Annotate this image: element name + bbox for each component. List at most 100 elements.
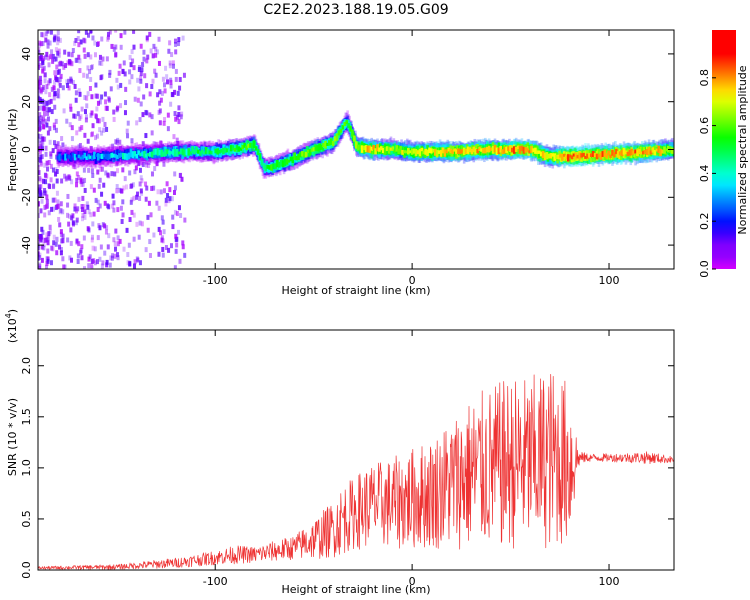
spectrogram-cell <box>45 51 49 57</box>
spectrogram-cell <box>38 170 41 176</box>
spectrogram-cell <box>162 188 166 194</box>
spectrogram-cell <box>45 203 49 209</box>
spectrogram-cell <box>54 171 58 177</box>
spectrogram-cell <box>41 139 45 145</box>
spectrogram-cell <box>549 153 553 159</box>
spectrogram-cell <box>49 260 53 266</box>
spectrogram-cell <box>464 148 468 155</box>
spectrogram-cell <box>77 196 81 202</box>
spectrogram-cell <box>96 118 100 124</box>
spectrogram-cell <box>202 151 206 155</box>
x-tick-label: -100 <box>203 575 228 588</box>
spectrogram-cell <box>115 139 119 145</box>
spectrogram-cell <box>178 85 182 91</box>
spectrogram-cell <box>98 256 102 262</box>
spectrogram-cell <box>69 240 73 246</box>
spectrogram-cell <box>335 133 339 141</box>
spectrogram-cell <box>83 94 87 100</box>
spectrogram-cell <box>301 150 304 157</box>
spectrogram-cell <box>78 91 82 97</box>
spectrogram-cell <box>360 145 364 153</box>
spectrogram-cell <box>455 149 458 154</box>
spectrogram-cell <box>136 257 140 263</box>
spectrogram-cell <box>251 143 254 149</box>
spectrogram-cell <box>38 137 42 143</box>
spectrogram-cell <box>83 53 87 59</box>
spectrogram-cell <box>38 239 40 245</box>
spectrogram-cell <box>76 206 80 212</box>
spectrogram-cell <box>530 146 533 153</box>
spectrogram-cell <box>224 147 227 153</box>
spectrogram-cell <box>56 155 60 160</box>
spectrogram-cell <box>399 146 402 154</box>
spectrogram-cell <box>80 106 84 112</box>
spectrogram-cell <box>126 120 130 126</box>
spectrogram-cell <box>61 209 65 215</box>
spectrogram-cell <box>113 253 117 259</box>
spectrogram-cell <box>177 37 181 43</box>
spectrogram-cell <box>128 54 132 60</box>
spectrogram-cell <box>143 73 147 79</box>
spectrogram-cell <box>145 37 149 43</box>
spectrogram-cell <box>576 154 580 159</box>
spectrogram-cell <box>157 226 161 232</box>
spectrogram-cell <box>75 177 79 183</box>
spectrogram-cell <box>177 205 181 211</box>
spectrogram-cell <box>495 147 499 156</box>
spectrogram-cell <box>90 131 94 137</box>
spectrogram-cell <box>56 199 60 205</box>
spectrogram-cell <box>42 111 46 117</box>
spectrogram-cell <box>41 136 45 142</box>
spectrogram-cell <box>54 56 58 62</box>
spectrogram-cell <box>435 149 439 158</box>
spectrogram-cell <box>161 76 165 82</box>
snr-plot-area <box>38 330 674 570</box>
spectrogram-cell <box>54 127 58 133</box>
spectrogram-cell <box>385 146 389 152</box>
spectrogram-cell <box>114 154 117 158</box>
spectrogram-cell <box>55 64 59 70</box>
spectrogram-cell <box>142 49 146 55</box>
spectrogram-marks <box>38 30 674 269</box>
spectrogram-cell <box>126 133 130 139</box>
spectrogram-cell <box>70 179 74 185</box>
spectrogram-cell <box>67 78 71 84</box>
spectrogram-cell <box>603 149 607 157</box>
spectrogram-cell <box>137 150 140 155</box>
spectrogram-cell <box>103 91 107 97</box>
spectrogram-cell <box>197 149 200 154</box>
spectrogram-cell <box>241 144 244 150</box>
spectrogram-cell <box>408 150 412 154</box>
spectrogram-cell <box>158 230 162 236</box>
spectrogram-cell <box>38 112 42 118</box>
spectrogram-cell <box>620 149 624 157</box>
spectrogram-cell <box>76 253 80 259</box>
spectrogram-cell <box>135 194 139 200</box>
spectrogram-cell <box>227 149 231 154</box>
spectrogram-cell <box>457 148 460 155</box>
spectrogram-cell <box>71 220 75 226</box>
spectrogram-cell <box>91 221 95 227</box>
colorbar-axis: 0.0 0.2 0.4 0.6 0.8 <box>698 69 716 278</box>
spectrogram-cell <box>616 151 620 158</box>
spectrogram-cell <box>512 146 516 154</box>
spectrogram-cell <box>73 113 77 119</box>
spectrogram-cell <box>73 164 77 170</box>
spectrogram-cell <box>139 101 143 107</box>
chart-title: C2E2.2023.188.19.05.G09 <box>263 2 448 18</box>
spectrogram-cell <box>144 133 148 139</box>
spectrogram-cell <box>131 151 135 159</box>
spectrogram-cell <box>84 30 88 35</box>
spectrogram-cell <box>160 149 164 157</box>
spectrogram-cell <box>133 96 137 102</box>
spectrogram-cell <box>132 236 136 242</box>
spectrogram-cell <box>105 56 109 62</box>
spectrogram-cell <box>256 148 260 156</box>
spectrogram-cell <box>65 175 69 181</box>
spectrogram-cell <box>45 122 49 128</box>
spectrogram-cell <box>50 86 54 92</box>
spectrogram-cell <box>156 49 160 55</box>
spectrogram-cell <box>75 171 79 177</box>
spectrogram-cell <box>87 32 91 38</box>
spectrogram-cell <box>132 44 136 50</box>
